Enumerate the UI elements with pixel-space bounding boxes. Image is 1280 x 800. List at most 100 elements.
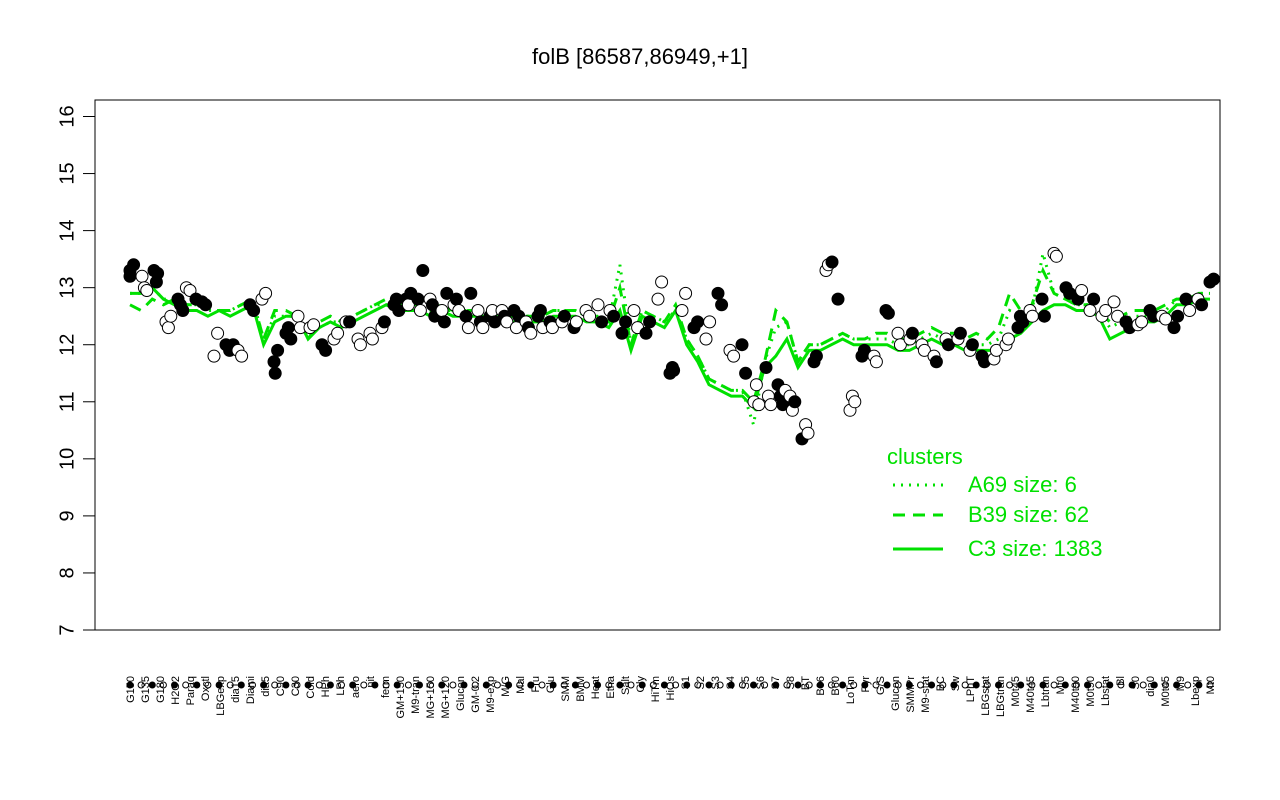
- data-point: [353, 338, 367, 352]
- data-point: [140, 284, 154, 297]
- x-tick-label: M0t90: [1085, 676, 1097, 707]
- x-marker: [961, 681, 969, 689]
- x-tick-label: S3: [710, 676, 722, 689]
- x-tick-label: S7: [770, 676, 782, 689]
- x-tick-label: Etha: [605, 675, 617, 699]
- x-marker: [605, 681, 613, 689]
- x-marker: [649, 681, 657, 689]
- data-point: [471, 304, 485, 317]
- x-marker: [505, 681, 513, 689]
- data-point: [583, 309, 597, 323]
- data-point: [1001, 332, 1015, 346]
- data-point: [435, 304, 449, 317]
- x-tick-label: G/S: [875, 676, 887, 695]
- x-tick-label: GM-0.2: [470, 676, 482, 713]
- x-tick-label: M0t45: [1160, 676, 1172, 707]
- data-point: [365, 332, 379, 346]
- data-point: [413, 304, 427, 317]
- x-tick-label: Lbtran: [1040, 676, 1052, 707]
- x-marker: [382, 681, 390, 689]
- x-marker: [594, 681, 602, 689]
- x-tick-label: LoTm: [845, 676, 857, 704]
- data-point: [595, 315, 609, 329]
- data-point: [917, 343, 931, 357]
- y-tick-label: 14: [56, 219, 78, 241]
- x-tick-label: Oxctl: [200, 676, 212, 701]
- data-point: [869, 355, 883, 369]
- x-tick-label: G150: [125, 676, 137, 703]
- x-tick-label: M40t90: [1070, 676, 1082, 713]
- x-tick-label: Heat: [590, 676, 602, 699]
- x-tick-label: H2O2: [170, 676, 182, 705]
- x-marker: [1184, 681, 1192, 689]
- x-marker: [482, 681, 490, 689]
- x-marker: [705, 681, 713, 689]
- data-point: [1207, 272, 1221, 286]
- legend: clusters A69 size: 6 B39 size: 62 C3 size:…: [887, 444, 1103, 561]
- data-point: [1167, 321, 1181, 335]
- x-marker: [716, 681, 724, 689]
- data-point: [965, 338, 979, 352]
- x-marker: [271, 681, 279, 689]
- x-tick-label: B36: [815, 676, 827, 696]
- x-marker: [460, 681, 468, 689]
- data-point: [459, 309, 473, 323]
- data-point: [440, 286, 454, 300]
- x-tick-label: MG+120: [440, 676, 452, 719]
- data-point: [848, 395, 862, 409]
- x-tick-label: MG+150: [425, 676, 437, 719]
- x-tick-label: Mt0: [1055, 676, 1067, 694]
- data-point: [437, 315, 451, 329]
- x-marker: [883, 681, 891, 689]
- x-marker: [438, 681, 446, 689]
- x-tick-label: Gly: [635, 676, 647, 693]
- data-point: [639, 326, 653, 340]
- x-tick-label: LPh: [335, 676, 347, 696]
- data-point: [1035, 292, 1049, 306]
- x-tick-label: M40t45: [1025, 676, 1037, 713]
- data-point: [905, 326, 919, 340]
- x-tick-label: LPhT: [965, 676, 977, 703]
- data-point: [1195, 298, 1209, 312]
- x-tick-label: HiOs: [665, 676, 677, 701]
- x-marker: [939, 681, 947, 689]
- data-point: [151, 266, 165, 280]
- data-point: [461, 321, 475, 335]
- data-point: [801, 426, 815, 440]
- data-point: [679, 286, 693, 300]
- x-marker: [738, 681, 746, 689]
- x-marker: [304, 681, 312, 689]
- x-marker: [182, 681, 190, 689]
- x-marker: [516, 681, 524, 689]
- x-tick-label: dia0: [1145, 676, 1157, 697]
- x-marker: [616, 681, 624, 689]
- x-marker: [694, 681, 702, 689]
- x-marker: [750, 681, 757, 689]
- x-tick-label: Mt0: [1205, 676, 1217, 694]
- data-point: [569, 315, 583, 329]
- x-marker: [549, 681, 557, 689]
- x-tick-label: C30: [290, 676, 302, 696]
- x-marker: [404, 681, 412, 689]
- x-tick-label: Glu: [545, 676, 557, 693]
- y-tick-label: 8: [56, 567, 78, 578]
- y-tick-label: 12: [56, 334, 78, 356]
- x-tick-label: nit: [365, 676, 377, 688]
- x-marker: [794, 681, 802, 689]
- x-marker: [1173, 681, 1181, 689]
- x-marker: [538, 681, 546, 689]
- data-point: [667, 363, 681, 377]
- data-point: [319, 343, 333, 357]
- data-point: [259, 286, 273, 300]
- data-point: [759, 361, 773, 374]
- x-tick-label: Mal: [515, 676, 527, 694]
- x-tick-label: Lbstat: [1100, 676, 1112, 706]
- x-tick-label: ferm: [380, 676, 392, 698]
- x-marker: [672, 681, 680, 689]
- x-marker: [894, 681, 902, 689]
- x-marker: [1195, 681, 1203, 689]
- data-point: [464, 286, 478, 300]
- data-point: [281, 321, 295, 335]
- x-tick-label: dia15: [230, 676, 242, 703]
